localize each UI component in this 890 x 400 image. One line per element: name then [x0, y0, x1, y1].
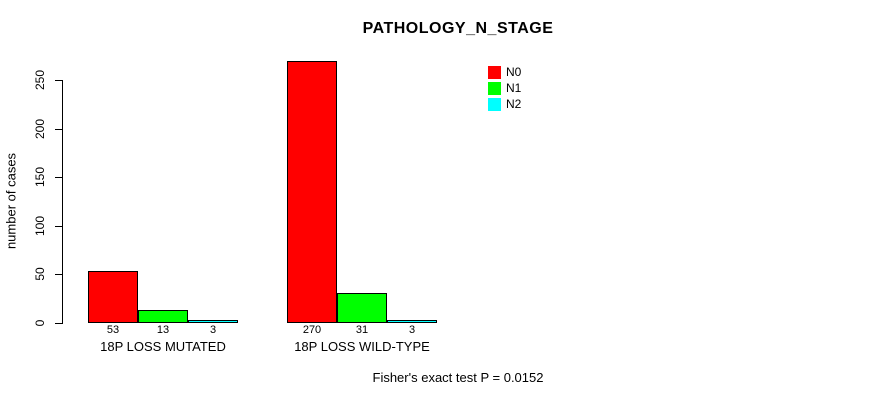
y-tick	[55, 274, 62, 276]
legend-swatch-N0	[488, 66, 501, 79]
y-axis-label: number of cases	[3, 152, 19, 250]
bar-value-label: 31	[355, 324, 369, 336]
stat-annotation: Fisher's exact test P = 0.0152	[372, 370, 544, 385]
legend-item: N2	[488, 98, 521, 111]
y-tick	[55, 323, 62, 324]
y-axis-line	[62, 80, 63, 324]
chart-title: PATHOLOGY_N_STAGE	[362, 20, 554, 37]
y-tick	[55, 177, 62, 179]
x-category-label: 18P LOSS WILD-TYPE	[294, 339, 430, 354]
bar-N0	[287, 61, 337, 323]
legend-item: N0	[488, 66, 521, 79]
bar-value-label: 3	[408, 324, 416, 336]
legend-label: N1	[506, 81, 522, 95]
legend-swatch-N1	[488, 82, 501, 95]
bar-N2	[188, 320, 238, 323]
y-tick-label: 150	[33, 167, 47, 188]
legend-swatch-N2	[488, 98, 501, 111]
bar-value-label: 3	[209, 324, 217, 336]
y-tick	[55, 225, 62, 227]
y-tick-label: 200	[33, 118, 47, 139]
legend-label: N0	[506, 65, 522, 79]
bar-N1	[337, 293, 387, 323]
bar-N1	[138, 310, 188, 323]
y-tick	[55, 80, 62, 81]
x-category-label: 18P LOSS MUTATED	[100, 339, 226, 354]
bar-value-label: 13	[156, 324, 170, 336]
legend-item: N1	[488, 82, 521, 95]
y-tick-label: 100	[33, 215, 47, 236]
bar-N2	[387, 320, 437, 323]
bar-value-label: 270	[302, 324, 322, 336]
legend-label: N2	[506, 97, 522, 111]
y-tick-label: 250	[33, 69, 47, 91]
y-tick-label: 0	[33, 319, 47, 327]
y-tick-label: 50	[33, 267, 47, 282]
y-tick	[55, 128, 62, 130]
bar-value-label: 53	[106, 324, 120, 336]
bar-N0	[88, 271, 138, 323]
